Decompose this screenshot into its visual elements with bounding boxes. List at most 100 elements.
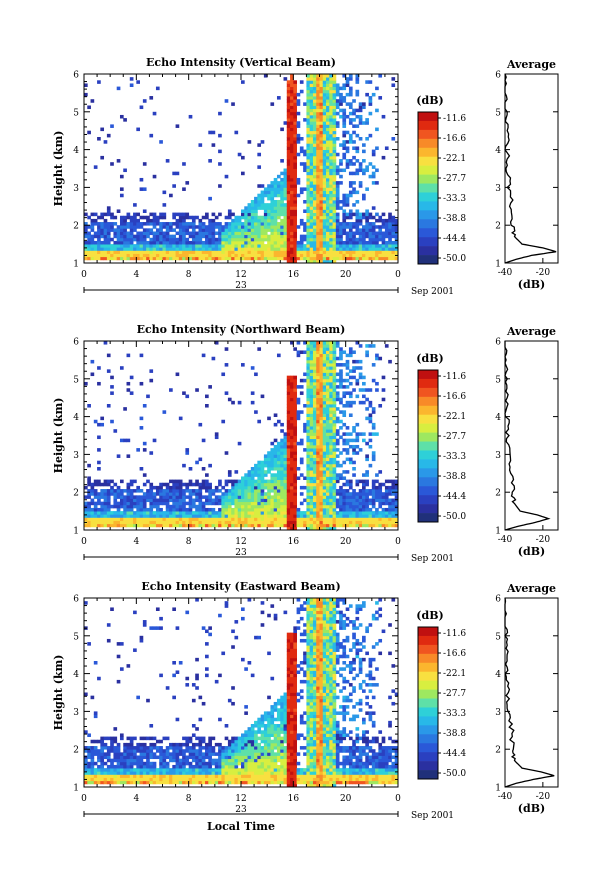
heatmap-cell — [169, 228, 173, 232]
heatmap-cell — [319, 162, 324, 166]
heatmap-cell — [100, 764, 105, 769]
heatmap-cell — [339, 234, 343, 239]
heatmap-cell — [142, 520, 147, 525]
heatmap-cell — [87, 764, 91, 769]
heatmap-cell — [155, 218, 160, 223]
heatmap-cell — [241, 256, 245, 261]
heatmap-cell — [384, 485, 389, 490]
heatmap-cell — [237, 253, 242, 258]
heatmap-cell — [273, 485, 278, 490]
heatmap-cell — [329, 140, 333, 144]
heatmap-cell — [352, 429, 356, 433]
heatmap-cell — [267, 218, 271, 223]
heatmap-cell — [329, 467, 333, 471]
heatmap-cell — [133, 498, 137, 503]
heatmap-cell — [394, 247, 399, 251]
heatmap-cell — [306, 460, 311, 465]
heatmap-cell — [286, 514, 291, 518]
heatmap-cell — [293, 375, 297, 380]
heatmap-cell — [293, 92, 297, 97]
heatmap-cell — [263, 209, 268, 213]
heatmap-cell — [211, 247, 216, 251]
heatmap-cell — [133, 479, 137, 484]
heatmap-cell — [290, 438, 294, 443]
heatmap-cell — [339, 375, 343, 380]
heatmap-cell — [227, 479, 232, 484]
heatmap-cell — [97, 137, 101, 141]
heatmap-cell — [273, 489, 278, 493]
heatmap-cell — [146, 523, 150, 528]
heatmap-cell — [126, 514, 131, 518]
heatmap-cell — [352, 498, 356, 503]
heatmap-cell — [182, 250, 186, 254]
heatmap-cell — [309, 388, 314, 392]
heatmap-cell — [329, 171, 333, 176]
heatmap-cell — [172, 253, 176, 258]
heatmap-cell — [306, 438, 311, 443]
heatmap-cell — [293, 381, 297, 386]
heatmap-cell — [84, 774, 88, 778]
heatmap-cell — [149, 218, 154, 223]
heatmap-cell — [250, 492, 255, 496]
heatmap-cell — [342, 200, 347, 204]
heatmap-cell — [384, 244, 389, 248]
heatmap-cell — [348, 514, 353, 518]
heatmap-cell — [326, 485, 330, 490]
heatmap-cell — [378, 514, 383, 518]
heatmap-cell — [247, 504, 252, 509]
heatmap-cell — [175, 482, 180, 487]
heatmap-cell — [84, 504, 88, 509]
heatmap-cell — [244, 240, 248, 245]
heatmap-cell — [155, 523, 160, 528]
heatmap-cell — [335, 517, 340, 521]
heatmap-cell — [293, 83, 297, 87]
heatmap-cell — [205, 514, 209, 518]
heatmap-cell — [231, 225, 235, 229]
heatmap-cell — [218, 520, 222, 525]
heatmap-cell — [267, 511, 271, 515]
heatmap-cell — [195, 482, 199, 487]
heatmap-cell — [100, 768, 105, 772]
heatmap-cell — [342, 363, 347, 367]
heatmap-cell — [358, 504, 363, 509]
heatmap-cell — [329, 454, 333, 458]
heatmap-cell — [214, 517, 219, 521]
heatmap-cell — [348, 222, 353, 226]
heatmap-cell — [375, 507, 379, 512]
heatmap-cell — [221, 504, 226, 509]
heatmap-cell — [326, 159, 330, 163]
heatmap-cell — [309, 363, 314, 367]
heatmap-cell — [371, 511, 376, 515]
heatmap-cell — [306, 165, 311, 169]
heatmap-cell — [299, 162, 304, 166]
heatmap-cell — [371, 432, 376, 436]
heatmap-cell — [322, 457, 327, 462]
heatmap-cell — [270, 181, 275, 185]
heatmap-cell — [244, 225, 248, 229]
heatmap-cell — [260, 253, 265, 258]
heatmap-cell — [290, 441, 294, 446]
heatmap-cell — [103, 140, 108, 144]
heatmap-cell — [326, 83, 330, 87]
heatmap-cell — [224, 240, 229, 245]
heatmap-cell — [172, 222, 176, 226]
heatmap-cell — [306, 159, 311, 163]
heatmap-cell — [182, 507, 186, 512]
heatmap-cell — [355, 444, 360, 449]
heatmap-cell — [221, 511, 226, 515]
heatmap-cell — [224, 520, 229, 525]
heatmap-cell — [329, 372, 333, 377]
heatmap-cell — [381, 234, 386, 239]
heatmap-cell — [316, 400, 320, 405]
heatmap-cell — [375, 127, 379, 132]
heatmap-cell — [309, 507, 314, 512]
y-tick-label: 1 — [73, 260, 79, 270]
heatmap-cell — [214, 495, 219, 499]
heatmap-cell — [191, 218, 196, 223]
heatmap-cell — [303, 234, 307, 239]
heatmap-cell — [129, 237, 134, 242]
heatmap-cell — [129, 752, 134, 756]
heatmap-cell — [329, 397, 333, 402]
heatmap-cell — [273, 517, 278, 521]
heatmap-cell — [116, 511, 121, 515]
